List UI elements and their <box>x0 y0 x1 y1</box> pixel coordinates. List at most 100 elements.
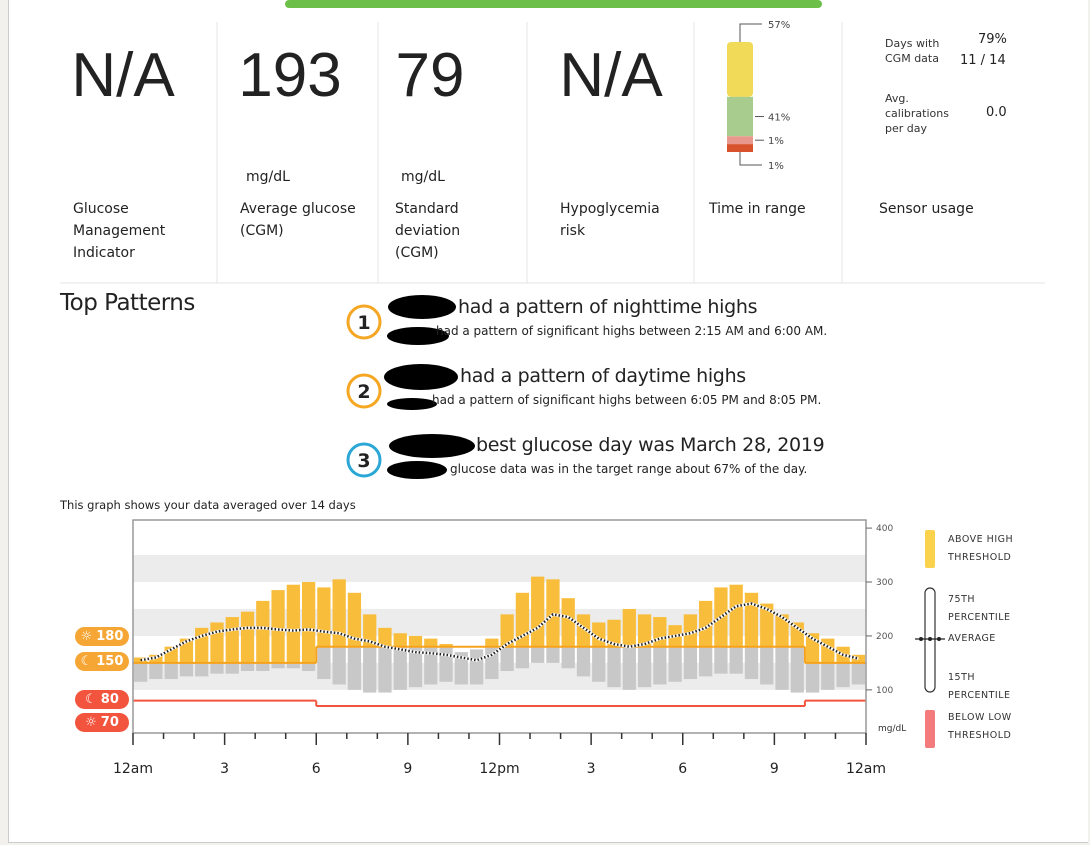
tir-segment <box>727 96 753 137</box>
legend-below <box>925 710 935 748</box>
bar-in-range <box>531 646 545 663</box>
legend-label: 75TH PERCENTILE <box>948 594 1011 623</box>
badge-value: 80 <box>100 692 119 707</box>
bar-in-range <box>408 646 423 688</box>
badge-icon: ☼ <box>80 629 93 644</box>
stat-label: Hypoglycemia risk <box>560 201 660 239</box>
threshold-badge: ☼ 70 <box>75 713 129 732</box>
bar-above-high <box>683 614 698 647</box>
bar-in-range <box>240 662 255 671</box>
stat-value: 79 <box>395 41 465 110</box>
days-count: 11 / 14 <box>960 53 1006 68</box>
bar-in-range <box>592 646 606 682</box>
threshold-badge: ☼ 180 <box>75 627 129 646</box>
redaction <box>387 461 447 479</box>
threshold-badge: ☾ 80 <box>75 690 129 709</box>
bar-in-range <box>668 646 682 682</box>
stat-unit: mg/dL <box>246 169 290 185</box>
pattern-badge <box>346 304 382 340</box>
x-tick-label: 12pm <box>479 761 519 777</box>
bar-above-high <box>439 644 453 647</box>
bar-above-high <box>699 600 713 647</box>
bar-in-range <box>821 662 835 690</box>
x-tick-label: 12am <box>113 761 153 777</box>
redaction <box>389 434 475 458</box>
tir-value-label: 41% <box>768 113 790 124</box>
bar-in-range <box>760 646 774 685</box>
bar-in-range <box>576 646 591 677</box>
bar-above-high <box>760 603 774 647</box>
bar-in-range <box>271 662 285 669</box>
pattern-badge <box>346 373 382 409</box>
tir-label: Time in range <box>709 201 806 217</box>
bar-above-high <box>531 576 545 647</box>
bar-in-range <box>637 646 652 688</box>
bar-in-range <box>210 662 224 674</box>
bar-in-range <box>164 662 178 680</box>
bar-in-range <box>561 646 575 669</box>
bar-in-range <box>607 646 621 688</box>
bar-above-high <box>240 611 255 663</box>
bar-above-high <box>744 592 759 647</box>
x-tick-label: 12am <box>846 761 886 777</box>
tir-segment <box>727 144 753 152</box>
tir-value-label: 1% <box>768 161 784 172</box>
pattern-detail: glucose data was in the target range abo… <box>450 462 808 476</box>
bar-in-range <box>179 662 194 677</box>
bar-in-range <box>515 646 530 669</box>
y-tick-label: 100 <box>876 686 893 696</box>
badge-icon: ☼ <box>85 715 97 730</box>
bar-in-range <box>775 646 789 690</box>
pattern-number: 1 <box>357 312 370 334</box>
bar-in-range <box>286 662 300 669</box>
bar-above-high <box>393 633 407 647</box>
bar-in-range <box>805 662 820 693</box>
bar-in-range <box>622 646 636 690</box>
bar-above-high <box>561 598 575 647</box>
bar-in-range <box>149 662 163 680</box>
bar-in-range <box>653 646 667 685</box>
bar-above-high <box>607 619 621 647</box>
x-tick-label: 6 <box>312 761 321 777</box>
x-tick-label: 6 <box>678 761 687 777</box>
tir-value-label: 1% <box>768 136 784 147</box>
tir-segment <box>727 42 753 97</box>
redaction <box>388 295 456 319</box>
bar-in-range <box>347 646 362 690</box>
stat-label: Standard deviation (CGM) <box>395 201 461 261</box>
bar-above-high <box>576 614 591 647</box>
bar-above-high <box>332 579 346 647</box>
legend-average-dot <box>937 637 941 641</box>
bar-in-range <box>500 646 514 671</box>
badge-icon: ☾ <box>85 692 97 707</box>
threshold-badge: ☾ 150 <box>75 652 129 671</box>
bar-in-range <box>714 646 728 674</box>
bar-above-high <box>378 627 392 647</box>
bar-in-range <box>439 646 453 682</box>
bar-above-high <box>256 600 270 663</box>
pattern-number: 3 <box>357 450 370 472</box>
stat-value: 193 <box>238 41 342 110</box>
bar-above-high <box>622 608 636 647</box>
tir-bracket <box>739 23 762 42</box>
bar-above-high <box>271 590 285 663</box>
pattern-headline: had a pattern of daytime highs <box>460 365 746 387</box>
pattern-detail: had a pattern of significant highs betwe… <box>436 324 828 338</box>
pattern-badge <box>346 442 382 478</box>
bar-in-range <box>790 646 804 693</box>
stat-unit: mg/dL <box>401 169 445 185</box>
x-tick-label: 9 <box>770 761 779 777</box>
grid-band <box>133 608 866 636</box>
badge-value: 180 <box>96 629 124 644</box>
patterns-title: Top Patterns <box>60 290 195 316</box>
badge-icon: ☾ <box>80 654 93 669</box>
chart-subtitle: This graph shows your data averaged over… <box>60 498 356 512</box>
bar-in-range <box>195 662 209 677</box>
stat-label: Glucose Management Indicator <box>73 201 166 261</box>
x-tick-label: 9 <box>403 761 412 777</box>
x-tick-label: 3 <box>587 761 596 777</box>
top-bar <box>285 0 822 8</box>
tir-value-label: 57% <box>768 20 790 31</box>
x-tick-label: 3 <box>220 761 229 777</box>
bar-above-high <box>317 587 331 647</box>
